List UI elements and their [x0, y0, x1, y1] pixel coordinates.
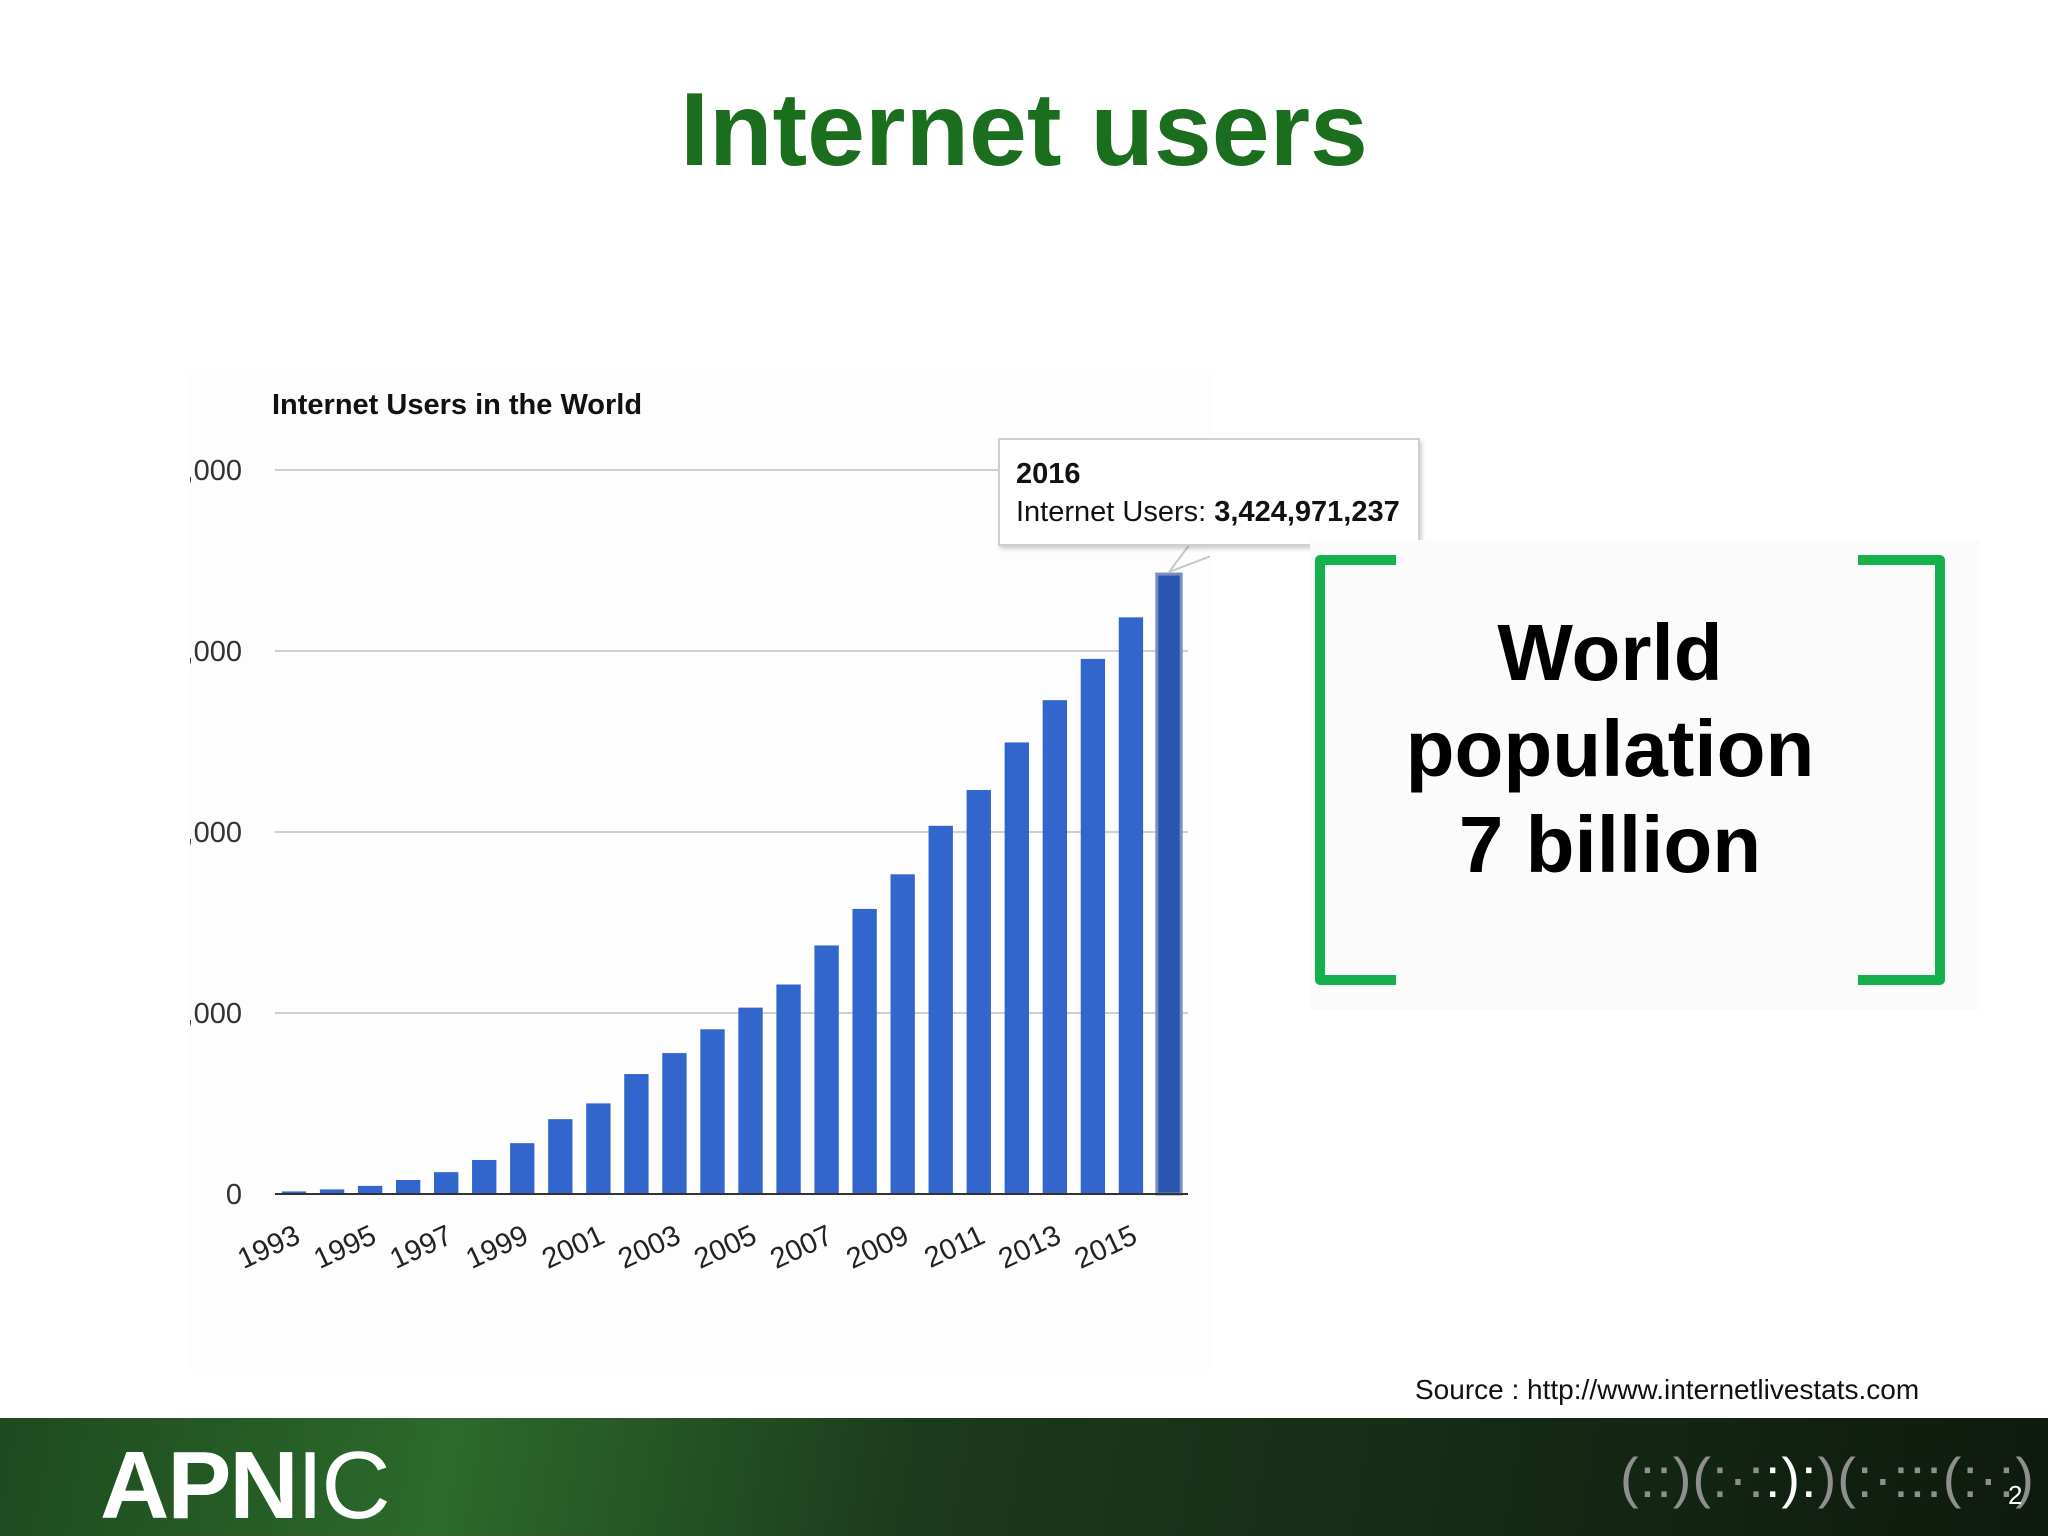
bar-2014[interactable]: [1080, 658, 1106, 1194]
bar-2004[interactable]: [700, 1029, 725, 1194]
y-tick-label: 2,000,000,000: [190, 817, 242, 849]
right-bracket: [1858, 555, 1945, 985]
bar-2010[interactable]: [928, 825, 953, 1194]
bars: [281, 572, 1183, 1196]
tooltip-year: 2016: [1016, 458, 1081, 490]
y-tick-label: 1,000,000,000: [190, 998, 242, 1030]
world-population-callout: World population 7 billion: [1390, 605, 1830, 893]
page-number: 2: [2008, 1480, 2023, 1510]
x-tick-label: 2011: [920, 1219, 990, 1274]
bar-1995[interactable]: [357, 1185, 383, 1194]
bar-2011[interactable]: [966, 790, 991, 1194]
bar-2006[interactable]: [776, 984, 801, 1194]
tooltip-pointer: [1168, 543, 1191, 573]
y-axis-ticks: 0 1,000,000,000 2,000,000,000 3,000,000,000…: [190, 455, 242, 1211]
left-bracket: [1315, 555, 1396, 985]
bar-2007[interactable]: [814, 945, 839, 1194]
x-tick-label: 2013: [994, 1219, 1066, 1275]
bar-2001[interactable]: [586, 1103, 611, 1194]
tooltip-pointer: [1168, 555, 1210, 574]
bar-2012[interactable]: [1004, 742, 1029, 1194]
bar-2008[interactable]: [852, 908, 877, 1194]
ornament-mid: :):: [1764, 1446, 1818, 1509]
bar-1993[interactable]: [281, 1191, 307, 1194]
bar-2000[interactable]: [548, 1119, 573, 1194]
bar-1999[interactable]: [510, 1143, 535, 1194]
bar-2002[interactable]: [624, 1074, 649, 1194]
callout-line-1: World: [1497, 608, 1723, 697]
bar-1996[interactable]: [395, 1179, 421, 1194]
bar-1998[interactable]: [472, 1159, 497, 1194]
x-tick-label: 1999: [461, 1219, 533, 1275]
callout-panel: [1310, 540, 1980, 1010]
x-tick-label: 2007: [766, 1219, 838, 1275]
bar-2015[interactable]: [1118, 617, 1144, 1194]
chart-title: Internet Users in the World: [272, 389, 642, 421]
callout-line-2: population: [1405, 704, 1815, 793]
source-note: Source : http://www.internetlivestats.co…: [1415, 1374, 1920, 1405]
bar-2005[interactable]: [738, 1007, 763, 1194]
bar-2003[interactable]: [662, 1053, 687, 1194]
x-tick-label: 2003: [613, 1219, 685, 1275]
footer-bar: APNIC (::)(:·::):)(:·:::(:·:) 2: [0, 1418, 2048, 1536]
slide-title: Internet users: [680, 72, 1368, 188]
y-tick-label: 0: [226, 1179, 242, 1211]
x-tick-label: 1997: [385, 1219, 457, 1275]
x-tick-label: 2015: [1070, 1219, 1142, 1275]
ornament-icon: (::)(:·::):)(:·:::(:·:): [1620, 1448, 2035, 1508]
ornament-left: (::)(:·:: [1620, 1446, 1765, 1509]
x-axis-ticks: 1993 1995 1997 1999 2001 2003 2005 2007 2009 2011…: [233, 1219, 1142, 1275]
bar-1994[interactable]: [319, 1189, 345, 1194]
tooltip-line: Internet Users: 3,424,971,237: [1016, 492, 1402, 532]
internet-users-chart: Internet Users in the World 0 1,000,000,0…: [190, 389, 1210, 1276]
data-tooltip: 2016 Internet Users: 3,424,971,237: [998, 438, 1420, 546]
bar-2016[interactable]: [1155, 572, 1183, 1196]
bar-2013[interactable]: [1042, 700, 1068, 1194]
ornament-right: )(:·:::(:·:): [1817, 1446, 2035, 1509]
y-tick-label: 4,000,000,000: [190, 455, 242, 487]
tooltip-label: Internet Users:: [1016, 496, 1215, 528]
apnic-logo: APNIC: [100, 1436, 391, 1536]
x-tick-label: 2005: [689, 1219, 761, 1275]
logo-thin: IC: [296, 1432, 391, 1539]
x-tick-label: 2001: [537, 1219, 609, 1275]
callout-line-3: 7 billion: [1458, 800, 1762, 889]
tooltip-value: 3,424,971,237: [1214, 496, 1400, 528]
bar-1997[interactable]: [434, 1172, 459, 1194]
x-tick-label: 1995: [309, 1219, 381, 1275]
x-tick-label: 1993: [233, 1219, 305, 1275]
x-tick-label: 2009: [842, 1219, 914, 1275]
y-tick-label: 3,000,000,000: [190, 636, 242, 668]
callout-brackets: [1315, 555, 1945, 985]
logo-bold: APN: [100, 1432, 299, 1539]
bar-2009[interactable]: [890, 874, 915, 1194]
